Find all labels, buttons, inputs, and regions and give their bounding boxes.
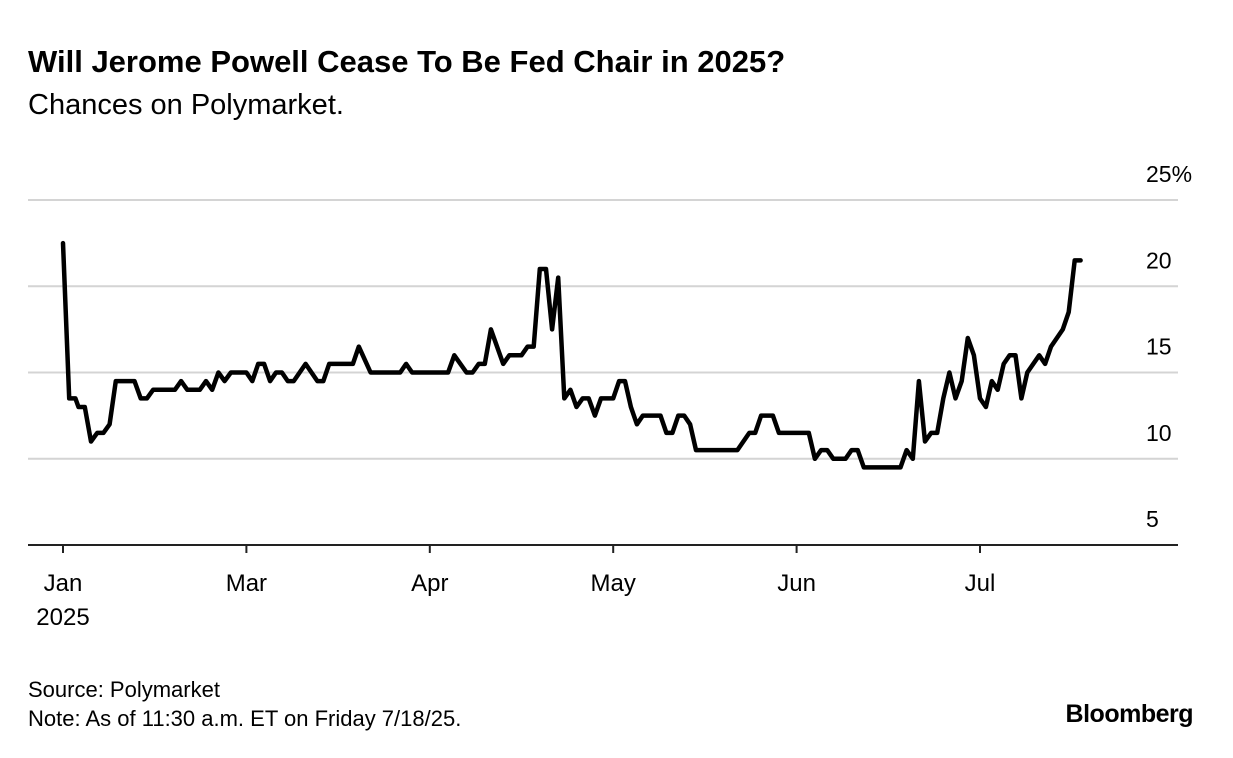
source: Source: Polymarket (28, 677, 220, 702)
y-tick-label: 25% (1146, 161, 1192, 187)
chart-subtitle: Chances on Polymarket. (28, 89, 344, 121)
y-tick-label: 15 (1146, 334, 1172, 360)
x-tick-label: Mar (225, 570, 268, 597)
note: Note: As of 11:30 a.m. ET on Friday 7/18… (28, 706, 461, 731)
y-tick-label: 20 (1146, 247, 1172, 273)
x-tick-label: May (590, 570, 636, 597)
x-tick-label: Jul (964, 570, 996, 597)
x-tick-label: Jun (777, 570, 816, 597)
line (60, 240, 1083, 470)
brand: Bloomberg (1066, 700, 1193, 728)
x-tick-label: Jan 2025 (36, 570, 90, 631)
y-tick-label: 5 (1146, 506, 1159, 532)
x-tick-label: Apr (411, 570, 449, 597)
y-tick-label: 10 (1146, 420, 1172, 446)
chart-title: Will Jerome Powell Cease To Be Fed Chair… (28, 44, 785, 79)
